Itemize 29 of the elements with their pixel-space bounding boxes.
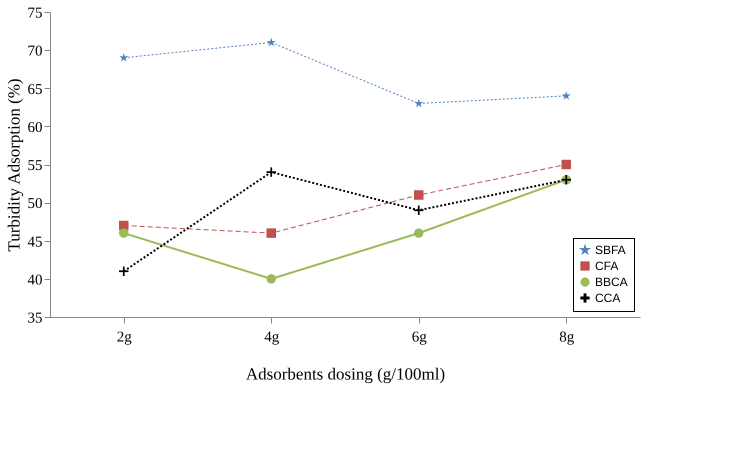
y-tick-label: 70 (28, 44, 42, 60)
y-axis-title: Turbidity Adsorption (%) (4, 78, 24, 252)
point (414, 228, 424, 238)
point (119, 228, 128, 238)
x-tick-label: 6g (412, 330, 428, 346)
legend-label: CFA (595, 259, 618, 273)
y-tick-label: 50 (28, 196, 42, 212)
x-tick-label: 2g (116, 330, 132, 346)
point (414, 190, 424, 200)
y-tick-label: 35 (28, 310, 42, 326)
x-axis-title: Adsorbents dosing (g/100ml) (246, 364, 446, 384)
point (119, 53, 128, 62)
x-tick-label: 8g (559, 330, 575, 346)
point (562, 160, 571, 170)
x-tick-label: 4g (264, 330, 280, 346)
y-tick-label: 45 (28, 234, 42, 250)
point (266, 38, 276, 46)
y-tick-label: 75 (28, 6, 42, 22)
y-tick-label: 60 (28, 120, 42, 136)
y-tick-label: 65 (28, 82, 42, 98)
point (266, 228, 276, 238)
point (562, 91, 571, 100)
y-tick-label: 55 (28, 158, 42, 174)
y-tick-label: 40 (28, 272, 42, 288)
point (266, 274, 276, 284)
legend-label: BBCA (595, 275, 628, 289)
legend-label: SBFA (595, 243, 626, 257)
point (414, 98, 424, 108)
legend-label: CCA (595, 291, 620, 305)
